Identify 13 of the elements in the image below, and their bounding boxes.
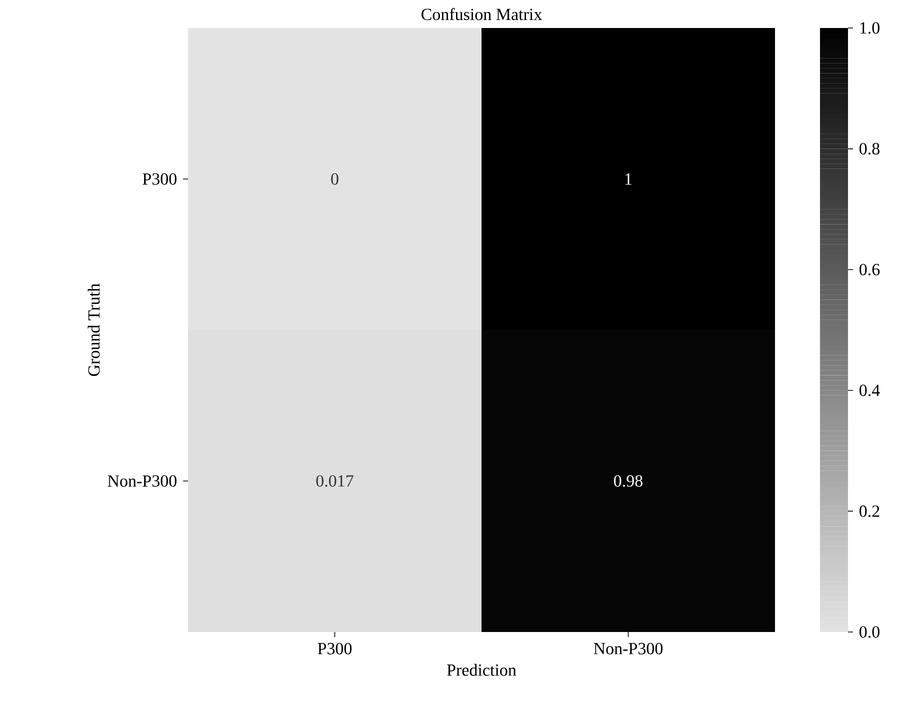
chart-title: Confusion Matrix — [422, 8, 542, 20]
data-label: 0.98 — [614, 475, 642, 487]
color-bar-label: 1.0 — [860, 22, 880, 34]
color-bar-label: 0.6 — [860, 264, 880, 276]
color-bar-label: 0.4 — [860, 384, 880, 396]
data-label: 0.017 — [316, 475, 354, 487]
color-bar-label: 0.8 — [860, 143, 880, 155]
data-label: 0 — [331, 173, 338, 185]
y-axis-title: Ground Truth — [88, 284, 100, 376]
data-label: 1 — [625, 173, 632, 185]
color-bar-label: 0.0 — [860, 626, 880, 638]
x-axis-title: Prediction — [447, 664, 516, 676]
color-bar-label: 0.2 — [860, 505, 880, 517]
